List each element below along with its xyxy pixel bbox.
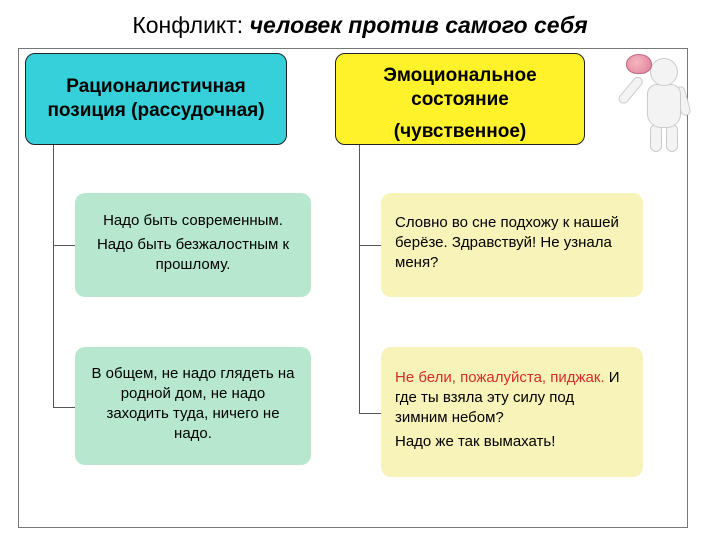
header-emotional: Эмоциональное состояние(чувственное) <box>335 53 585 145</box>
emotional-box-1: Словно во сне подхожу к нашей берёзе. Зд… <box>381 193 643 297</box>
header-rational: Рационалистичная позиция (рассудочная) <box>25 53 287 145</box>
figure-icon <box>626 52 704 152</box>
title-italic: человек против самого себя <box>250 12 588 38</box>
title-prefix: Конфликт: <box>132 12 249 38</box>
page-title: Конфликт: человек против самого себя <box>0 0 720 47</box>
header-rational-text: Рационалистичная позиция (рассудочная) <box>36 75 276 123</box>
connector <box>53 145 54 407</box>
connector <box>53 245 75 246</box>
rational-box-1: Надо быть современным.Надо быть безжалос… <box>75 193 311 297</box>
connector <box>53 407 75 408</box>
rational-box-2: В общем, не надо глядеть на родной дом, … <box>75 347 311 465</box>
connector <box>359 145 360 413</box>
emotional-box-2: Не бели, пожалуйста, пиджак. И где ты вз… <box>381 347 643 477</box>
connector <box>359 413 381 414</box>
connector <box>359 245 381 246</box>
diagram-frame: Рационалистичная позиция (рассудочная) Н… <box>18 48 688 528</box>
